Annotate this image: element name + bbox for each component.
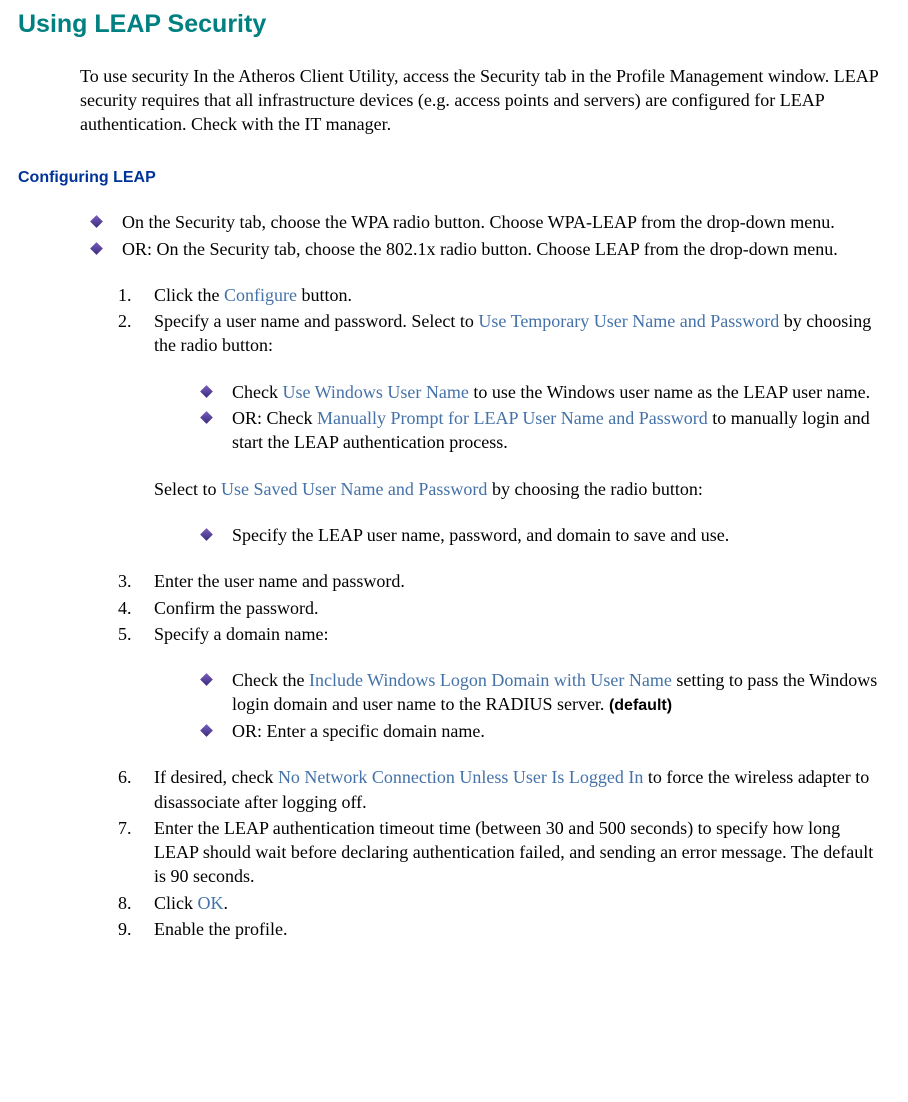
sub-bullet-list: Check Use Windows User Name to use the W… (190, 380, 882, 455)
page-title: Using LEAP Security (18, 8, 890, 42)
step-item: If desired, check No Network Connection … (118, 765, 882, 814)
numbered-steps: Click the Configure button. Specify a us… (118, 283, 882, 942)
text: Specify a user name and password. Select… (154, 311, 478, 331)
list-item: OR: Enter a specific domain name. (190, 719, 882, 743)
section-heading: Configuring LEAP (18, 167, 890, 189)
text: If desired, check (154, 767, 278, 787)
list-item: Check the Include Windows Logon Domain w… (190, 668, 882, 717)
link-configure[interactable]: Configure (224, 285, 297, 305)
step-item: Enter the user name and password. (118, 569, 882, 593)
text: Select to (154, 479, 221, 499)
step-item: Click the Configure button. (118, 283, 882, 307)
top-bullet-list: On the Security tab, choose the WPA radi… (80, 210, 882, 261)
link-ok[interactable]: OK (198, 893, 224, 913)
step-item: Click OK. (118, 891, 882, 915)
link-use-windows-user[interactable]: Use Windows User Name (282, 382, 468, 402)
text: Check (232, 382, 282, 402)
step-item: Enter the LEAP authentication timeout ti… (118, 816, 882, 889)
link-use-saved[interactable]: Use Saved User Name and Password (221, 479, 487, 499)
step-item: Specify a domain name: Check the Include… (118, 622, 882, 743)
text: to use the Windows user name as the LEAP… (469, 382, 870, 402)
text: by choosing the radio button: (487, 479, 702, 499)
text: Click (154, 893, 198, 913)
text: OR: Check (232, 408, 317, 428)
step-item: Confirm the password. (118, 596, 882, 620)
list-item: OR: Check Manually Prompt for LEAP User … (190, 406, 882, 455)
default-label: (default) (609, 697, 672, 714)
paragraph: Select to Use Saved User Name and Passwo… (154, 477, 882, 501)
step-item: Specify a user name and password. Select… (118, 309, 882, 547)
text: Click the (154, 285, 224, 305)
link-include-domain[interactable]: Include Windows Logon Domain with User N… (309, 670, 672, 690)
text: Check the (232, 670, 309, 690)
link-manual-prompt[interactable]: Manually Prompt for LEAP User Name and P… (317, 408, 708, 428)
list-item: Check Use Windows User Name to use the W… (190, 380, 882, 404)
list-item: Specify the LEAP user name, password, an… (190, 523, 882, 547)
link-no-network[interactable]: No Network Connection Unless User Is Log… (278, 767, 643, 787)
sub-bullet-list: Check the Include Windows Logon Domain w… (190, 668, 882, 743)
list-item: On the Security tab, choose the WPA radi… (80, 210, 882, 234)
link-use-temp[interactable]: Use Temporary User Name and Password (478, 311, 779, 331)
step-item: Enable the profile. (118, 917, 882, 941)
intro-paragraph: To use security In the Atheros Client Ut… (80, 64, 882, 137)
text: . (224, 893, 229, 913)
sub-bullet-list: Specify the LEAP user name, password, an… (190, 523, 882, 547)
text: button. (297, 285, 352, 305)
text: Specify a domain name: (154, 624, 328, 644)
list-item: OR: On the Security tab, choose the 802.… (80, 237, 882, 261)
